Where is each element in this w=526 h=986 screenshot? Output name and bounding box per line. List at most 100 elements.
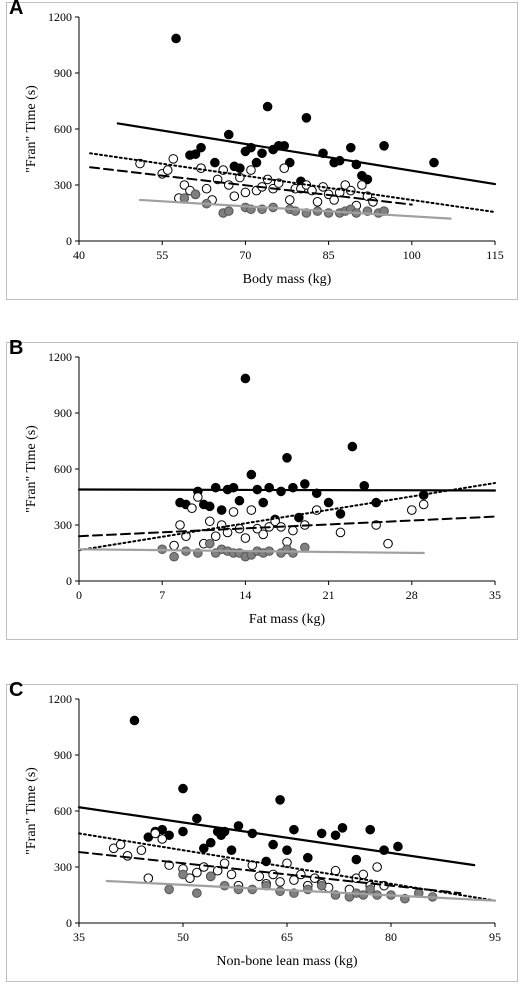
chart-c-point-open (150, 828, 161, 839)
panel-letter-c: C (9, 679, 24, 701)
chart-c-point-open (226, 869, 237, 880)
chart-b-point-filled-gray (300, 542, 310, 553)
chart-a-point-filled-black (362, 174, 373, 185)
chart-a-point-filled-gray (190, 189, 201, 200)
chart-a-y-axis-label: "Fran" Time (s) (24, 85, 39, 173)
panel-a: A 0 300 600 900 1200 40 55 70 85 100 115 Body mass … (6, 0, 518, 300)
chart-b-point-filled-gray (288, 548, 298, 558)
chart-a-trend-line-dotted (89, 152, 496, 214)
chart-a-x-tick-label: 55 (156, 248, 168, 262)
chart-c-point-filled-gray (303, 884, 313, 895)
chart-a-point-open (279, 163, 290, 173)
chart-a-point-open (196, 163, 206, 173)
chart-c-point-open (219, 858, 230, 869)
chart-b-point-open (288, 525, 298, 536)
chart-a-point-filled-black (429, 157, 439, 168)
chart-c-y-axis-label: "Fran" Time (s) (24, 767, 39, 855)
chart-c-point-filled-black (365, 824, 376, 835)
chart-c-y-tick-label: 600 (54, 804, 72, 818)
chart-a-trend-line-solid (116, 122, 497, 186)
chart-b-point-open (228, 507, 239, 517)
chart-c-point-open (268, 869, 278, 880)
chart-a-y-tick-label: 900 (54, 66, 72, 80)
chart-c-point-filled-gray (205, 871, 216, 882)
chart-c-point-filled-gray (233, 884, 244, 895)
chart-c-point-filled-black (330, 830, 341, 841)
chart-b-point-filled-black (300, 479, 310, 489)
chart-a-point-open (162, 165, 173, 175)
chart-a-x-tick-label: 115 (486, 248, 504, 262)
chart-b-point-open (407, 505, 417, 515)
chart-b-x-tick-label: 35 (489, 588, 501, 602)
chart-c-point-open (192, 867, 202, 878)
chart-a-point-open (223, 180, 234, 190)
chart-a-point-filled-black (345, 142, 356, 153)
chart-c-point-filled-black (205, 837, 216, 848)
chart-c-point-open (157, 834, 167, 844)
chart-c-x-tick-label: 35 (73, 930, 85, 944)
chart-a-point-filled-black (284, 157, 295, 168)
chart-c-trend-line-dotted (78, 832, 496, 902)
chart-c-point-filled-black (226, 845, 237, 855)
chart-a-point-open (312, 197, 323, 207)
chart-b-point-filled-black (216, 505, 227, 515)
chart-c-svg: 0 300 600 900 1200 35 50 65 80 95 Non-bone lean ma… (24, 692, 501, 969)
chart-c-point-open (296, 869, 306, 880)
chart-b-svg: 0 300 600 900 1200 0 7 14 21 28 35 Fat mass (kg) "Fr… (24, 350, 501, 627)
chart-a-point-open (168, 154, 179, 164)
chart-b-point-filled-black (323, 497, 334, 508)
chart-a-y-tick-label: 600 (54, 122, 72, 136)
chart-c-point-filled-black (282, 845, 292, 855)
chart-b-trend-line-solid (77, 548, 425, 555)
chart-b-point-open (258, 529, 269, 540)
chart-c-point-filled-gray (192, 888, 202, 898)
chart-b-trend-line-dotted (78, 482, 496, 552)
chart-c-point-filled-black (129, 715, 140, 726)
chart-b-x-tick-label: 28 (406, 588, 418, 602)
chart-c-point-open (372, 862, 382, 872)
chart-b-point-open (169, 540, 179, 551)
chart-b-trend-line-dashed (78, 515, 496, 538)
chart-b-point-open (175, 520, 185, 530)
chart-a-point-filled-black (210, 157, 220, 168)
chart-c-point-open (199, 862, 209, 872)
chart-b-y-tick-label: 900 (54, 406, 72, 420)
chart-c-y-tick-label: 0 (66, 916, 72, 930)
chart-a-point-open (340, 180, 351, 190)
chart-b-point-open (383, 538, 393, 549)
chart-c-y-tick-label: 1200 (48, 692, 72, 706)
chart-b-point-open (240, 533, 251, 543)
chart-a-point-filled-gray (223, 206, 234, 216)
chart-b-point-open (193, 492, 203, 502)
chart-a-trend-line-solid (138, 198, 452, 220)
chart-b-x-tick-label: 0 (76, 588, 82, 602)
chart-a-x-axis-label: Body mass (kg) (243, 272, 332, 287)
chart-b-point-filled-black (282, 453, 292, 463)
panel-c: C 0 300 600 900 1200 35 50 65 80 95 Non-bone lean … (6, 679, 518, 982)
chart-c-x-tick-label: 95 (489, 930, 501, 944)
chart-a-y-tick-label: 300 (54, 178, 72, 192)
chart-a-point-open (201, 183, 212, 194)
chart-a-x-tick-label: 70 (239, 248, 251, 262)
chart-b-point-filled-black (234, 495, 245, 506)
panel-letter-b: B (9, 337, 24, 359)
chart-c-point-filled-black (178, 783, 188, 794)
chart-b-x-tick-label: 14 (239, 588, 251, 602)
chart-a-point-filled-black (257, 148, 267, 159)
chart-c-point-filled-black (192, 813, 202, 824)
chart-b-y-tick-label: 300 (54, 518, 72, 532)
chart-c-point-open (254, 871, 265, 882)
chart-b-y-tick-label: 1200 (48, 350, 72, 364)
chart-c-y-tick-label: 300 (54, 860, 72, 874)
chart-b-y-axis-label: "Fran" Time (s) (24, 425, 39, 513)
chart-c-point-open (122, 851, 133, 861)
chart-c-point-filled-black (275, 795, 285, 805)
chart-c-point-filled-black (337, 823, 348, 833)
chart-a-point-open (229, 191, 240, 201)
chart-c-point-filled-black (393, 841, 403, 852)
chart-b-x-tick-label: 7 (159, 588, 165, 602)
chart-c-point-filled-black (233, 821, 244, 831)
chart-c-x-tick-label: 50 (177, 930, 189, 944)
chart-b-point-open (222, 527, 233, 538)
chart-c-point-filled-black (303, 852, 313, 863)
